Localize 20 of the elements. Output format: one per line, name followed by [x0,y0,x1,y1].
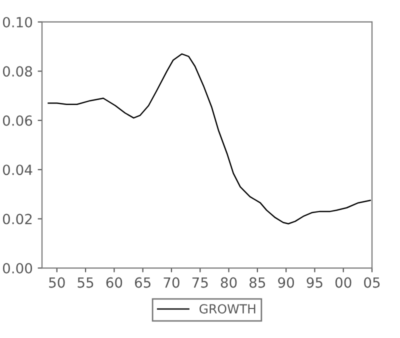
x-tick-label: 50 [49,277,65,288]
x-tick-label: 95 [306,277,322,288]
line-series [48,53,371,224]
x-tick-label: 80 [220,277,237,288]
x-tick-label: 70 [164,277,180,288]
x-tick-label: 75 [192,277,208,288]
y-tick-label: 0.00 [2,263,32,274]
x-tick-label: 05 [364,277,380,288]
y-tick-label: 0.04 [2,164,32,176]
x-tick-label: 60 [106,277,122,288]
x-tick-label: 85 [250,277,266,288]
y-tick-label: 0.02 [2,214,32,224]
x-tick-label: 65 [134,277,150,288]
legend-label: GROWTH [200,304,256,314]
y-tick-label: 0.06 [2,115,32,126]
x-tick-label: 90 [278,277,294,288]
y-tick-label: 0.08 [2,66,32,77]
x-tick-label: 55 [78,277,94,288]
x-tick-label: 00 [335,277,352,288]
y-tick-label: 0.10 [2,16,32,28]
